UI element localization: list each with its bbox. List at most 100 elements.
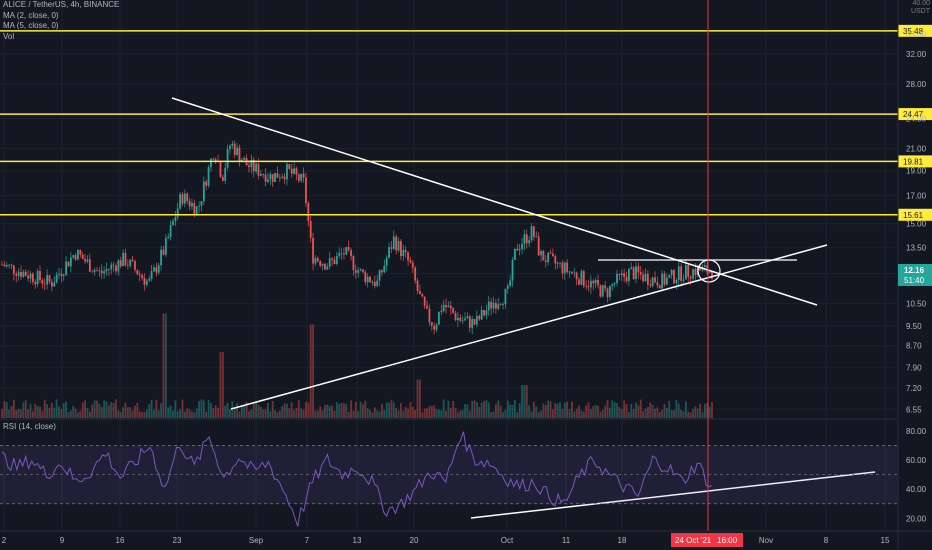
- rsi-tick-label: 60.00: [906, 456, 927, 465]
- volume-bar: [252, 403, 255, 418]
- volume-bar: [699, 403, 702, 418]
- candle-body: [293, 168, 295, 174]
- volume-bar: [340, 402, 343, 418]
- candle-body: [333, 259, 336, 265]
- candle-body: [126, 265, 129, 267]
- time-axis[interactable]: 2 9 16 23 Sep 7 13 20 Oct 11 18 Nov 8 15: [0, 530, 932, 545]
- candle-body: [371, 281, 374, 283]
- candle-body: [514, 248, 516, 260]
- time-tick-label: 16: [116, 536, 125, 545]
- volume-bar: [580, 410, 583, 418]
- current-price-badge: 12.16 51:40: [898, 264, 932, 286]
- candle-body: [243, 157, 246, 160]
- volume-bar: [692, 408, 694, 418]
- volume-bar: [407, 408, 409, 418]
- candle-body: [338, 253, 341, 257]
- candle-body: [578, 279, 580, 285]
- volume-bar: [181, 399, 184, 418]
- candle-body: [416, 280, 419, 292]
- volume-bar: [288, 408, 291, 418]
- candle-body: [262, 174, 265, 175]
- ma-5-indicator[interactable]: MA (5, close, 0): [3, 21, 59, 30]
- rsi-trendline[interactable]: [470, 471, 876, 519]
- volume-bar: [117, 410, 120, 418]
- volume-bar: [167, 407, 170, 418]
- candle-body: [264, 174, 267, 182]
- rsi-axis[interactable]: 80.00 60.00 40.00 20.00: [906, 427, 927, 524]
- symbol-title[interactable]: ALICE / TetherUS, 4h, BINANCE: [3, 0, 120, 9]
- level-badge: [898, 24, 932, 37]
- volume-bar: [461, 410, 464, 418]
- volume-bar: [540, 410, 542, 418]
- price-tick-label: 7.20: [906, 384, 922, 393]
- candle-body: [537, 236, 540, 256]
- volume-bar: [207, 399, 210, 418]
- candle-body: [675, 279, 678, 284]
- volume-bar: [689, 412, 692, 418]
- volume-bar: [250, 409, 253, 418]
- volume-bar: [438, 409, 440, 418]
- volume-bar: [193, 412, 196, 418]
- trendlines[interactable]: [171, 97, 876, 519]
- volume-bar: [138, 411, 141, 418]
- candle-body: [440, 311, 443, 313]
- volume-bar: [635, 402, 637, 418]
- volume-bar: [706, 403, 709, 418]
- volume-bar: [390, 399, 393, 418]
- currency-label: USDT: [910, 8, 930, 15]
- volume-bar: [483, 401, 485, 418]
- candle-body: [409, 260, 412, 263]
- candle-body: [324, 263, 326, 270]
- volume-bar: [414, 410, 417, 418]
- candle-body: [145, 280, 148, 285]
- apex-circle[interactable]: [697, 259, 721, 283]
- candle-body: [200, 201, 203, 206]
- ma-2-indicator[interactable]: MA (2, close, 0): [3, 10, 59, 20]
- candle-body: [642, 274, 645, 282]
- volume-bar: [27, 409, 30, 418]
- volume-bar: [338, 403, 341, 418]
- candle-body: [521, 243, 523, 250]
- descending-trendline[interactable]: [171, 97, 818, 306]
- volume-bar: [597, 405, 599, 418]
- volume-bar: [136, 402, 139, 418]
- volume-bar: [589, 409, 592, 418]
- horizontal-levels[interactable]: [0, 30, 898, 216]
- volume-bar: [3, 400, 6, 418]
- volume-bar: [174, 400, 177, 418]
- volume-bar: [428, 406, 431, 418]
- volume-bar: [221, 352, 224, 418]
- candle-body: [141, 274, 144, 279]
- volume-bar: [547, 400, 550, 418]
- time-tick-label: 23: [173, 536, 182, 545]
- candle-body: [608, 285, 611, 298]
- volume-bar: [573, 411, 576, 418]
- volume-indicator[interactable]: Vol: [3, 31, 15, 41]
- candle-body: [81, 254, 84, 260]
- volume-bar: [594, 405, 597, 418]
- volume-bar: [397, 410, 400, 418]
- volume-bar: [464, 404, 466, 418]
- candle-body: [426, 305, 428, 309]
- candle-body: [544, 260, 547, 263]
- level-badge-label: 35.48: [903, 27, 924, 36]
- candle-body: [174, 217, 177, 222]
- candle-body: [694, 269, 697, 275]
- volume-bar: [400, 403, 402, 418]
- volume-bar: [302, 409, 305, 418]
- volume-bar: [333, 410, 336, 418]
- ascending-trendline[interactable]: [230, 244, 828, 410]
- volume-bar: [295, 407, 298, 418]
- candle-body: [533, 226, 535, 237]
- candle-body: [231, 143, 234, 146]
- time-tick-label: 7: [305, 536, 310, 545]
- rsi-legend[interactable]: RSI (14, close): [3, 422, 56, 431]
- candle-body: [369, 276, 371, 283]
- candle-body: [134, 261, 136, 270]
- volume-bar: [651, 404, 654, 418]
- level-badge-label: 19.81: [903, 157, 924, 166]
- volume-bar: [362, 404, 364, 418]
- candle-body: [167, 236, 170, 239]
- candle-body: [549, 252, 552, 254]
